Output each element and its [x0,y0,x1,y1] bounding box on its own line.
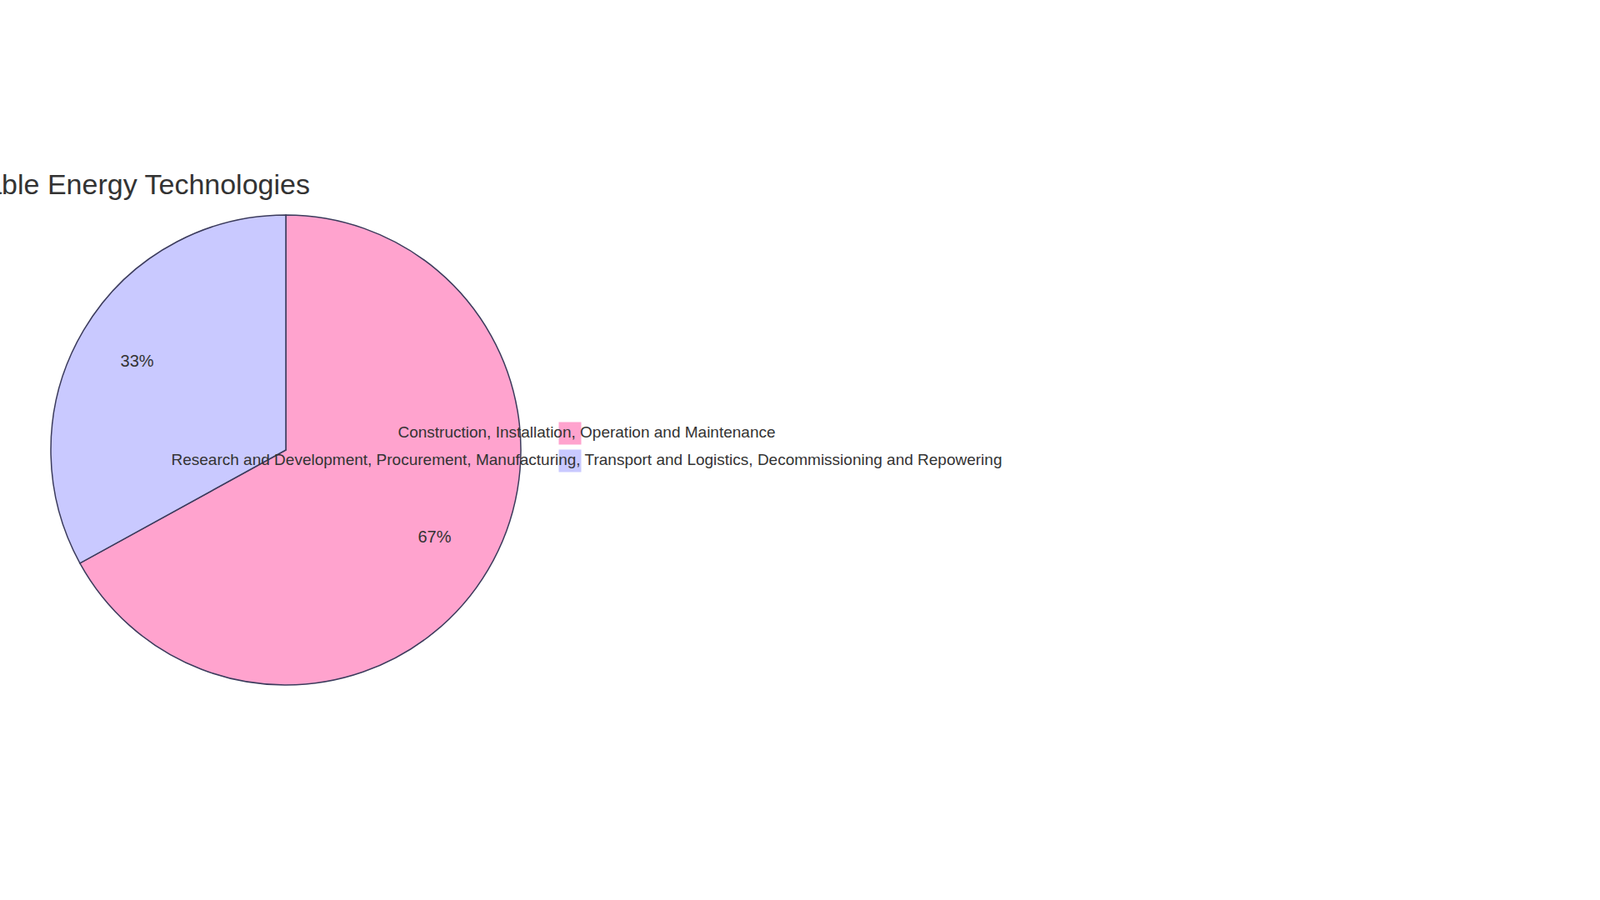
svg-text:67%: 67% [417,527,451,546]
svg-text:Construction, Installation, Op: Construction, Installation, Operation an… [397,423,775,441]
svg-text:Research and Development, Proc: Research and Development, Procurement, M… [171,450,1003,469]
svg-text:Distribution of Renewable Ener: Distribution of Renewable Energy Technol… [0,168,310,200]
svg-text:33%: 33% [120,351,155,370]
